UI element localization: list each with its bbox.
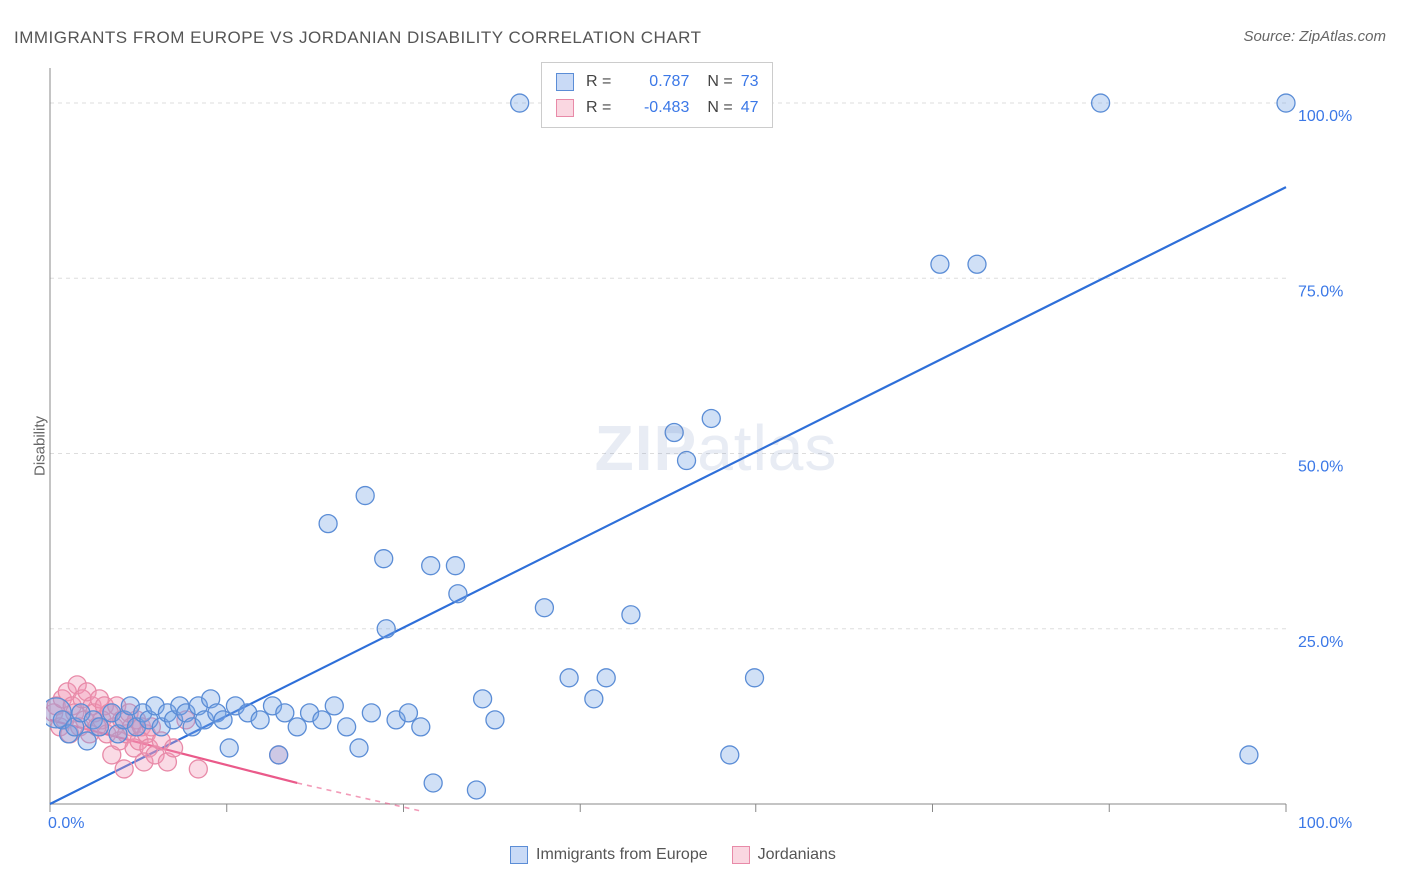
legend-swatch-pink	[732, 846, 750, 864]
svg-text:50.0%: 50.0%	[1298, 459, 1343, 476]
legend-r-value: -0.483	[619, 95, 689, 121]
legend-n-value: 73	[741, 69, 759, 95]
svg-text:0.0%: 0.0%	[48, 815, 84, 832]
legend-item-blue: Immigrants from Europe	[510, 846, 708, 864]
legend-swatch-pink	[556, 99, 574, 117]
svg-text:75.0%: 75.0%	[1298, 283, 1343, 300]
legend-n-value: 47	[741, 95, 759, 121]
legend-row-blue: R = 0.787 N = 73	[556, 69, 758, 95]
series-legend: Immigrants from Europe Jordanians	[510, 846, 836, 864]
legend-n-label: N =	[707, 95, 732, 121]
legend-label: Jordanians	[758, 846, 836, 864]
legend-item-pink: Jordanians	[732, 846, 836, 864]
legend-swatch-blue	[556, 73, 574, 91]
svg-text:100.0%: 100.0%	[1298, 108, 1352, 125]
legend-row-pink: R = -0.483 N = 47	[556, 95, 758, 121]
chart-title: IMMIGRANTS FROM EUROPE VS JORDANIAN DISA…	[14, 28, 702, 48]
legend-r-value: 0.787	[619, 69, 689, 95]
svg-text:25.0%: 25.0%	[1298, 634, 1343, 651]
scatter-svg: 25.0% 50.0% 75.0% 100.0% 0.0% 100.0%	[46, 62, 1386, 834]
correlation-legend: R = 0.787 N = 73 R = -0.483 N = 47	[541, 62, 773, 128]
legend-r-label: R =	[586, 69, 611, 95]
legend-swatch-blue	[510, 846, 528, 864]
plot-area: 25.0%50.0%75.0%100.0%0.0%100.0% ZIPatlas…	[46, 62, 1386, 834]
legend-r-label: R =	[586, 95, 611, 121]
source-attribution: Source: ZipAtlas.com	[1243, 28, 1386, 45]
legend-label: Immigrants from Europe	[536, 846, 708, 864]
legend-n-label: N =	[707, 69, 732, 95]
svg-text:100.0%: 100.0%	[1298, 815, 1352, 832]
